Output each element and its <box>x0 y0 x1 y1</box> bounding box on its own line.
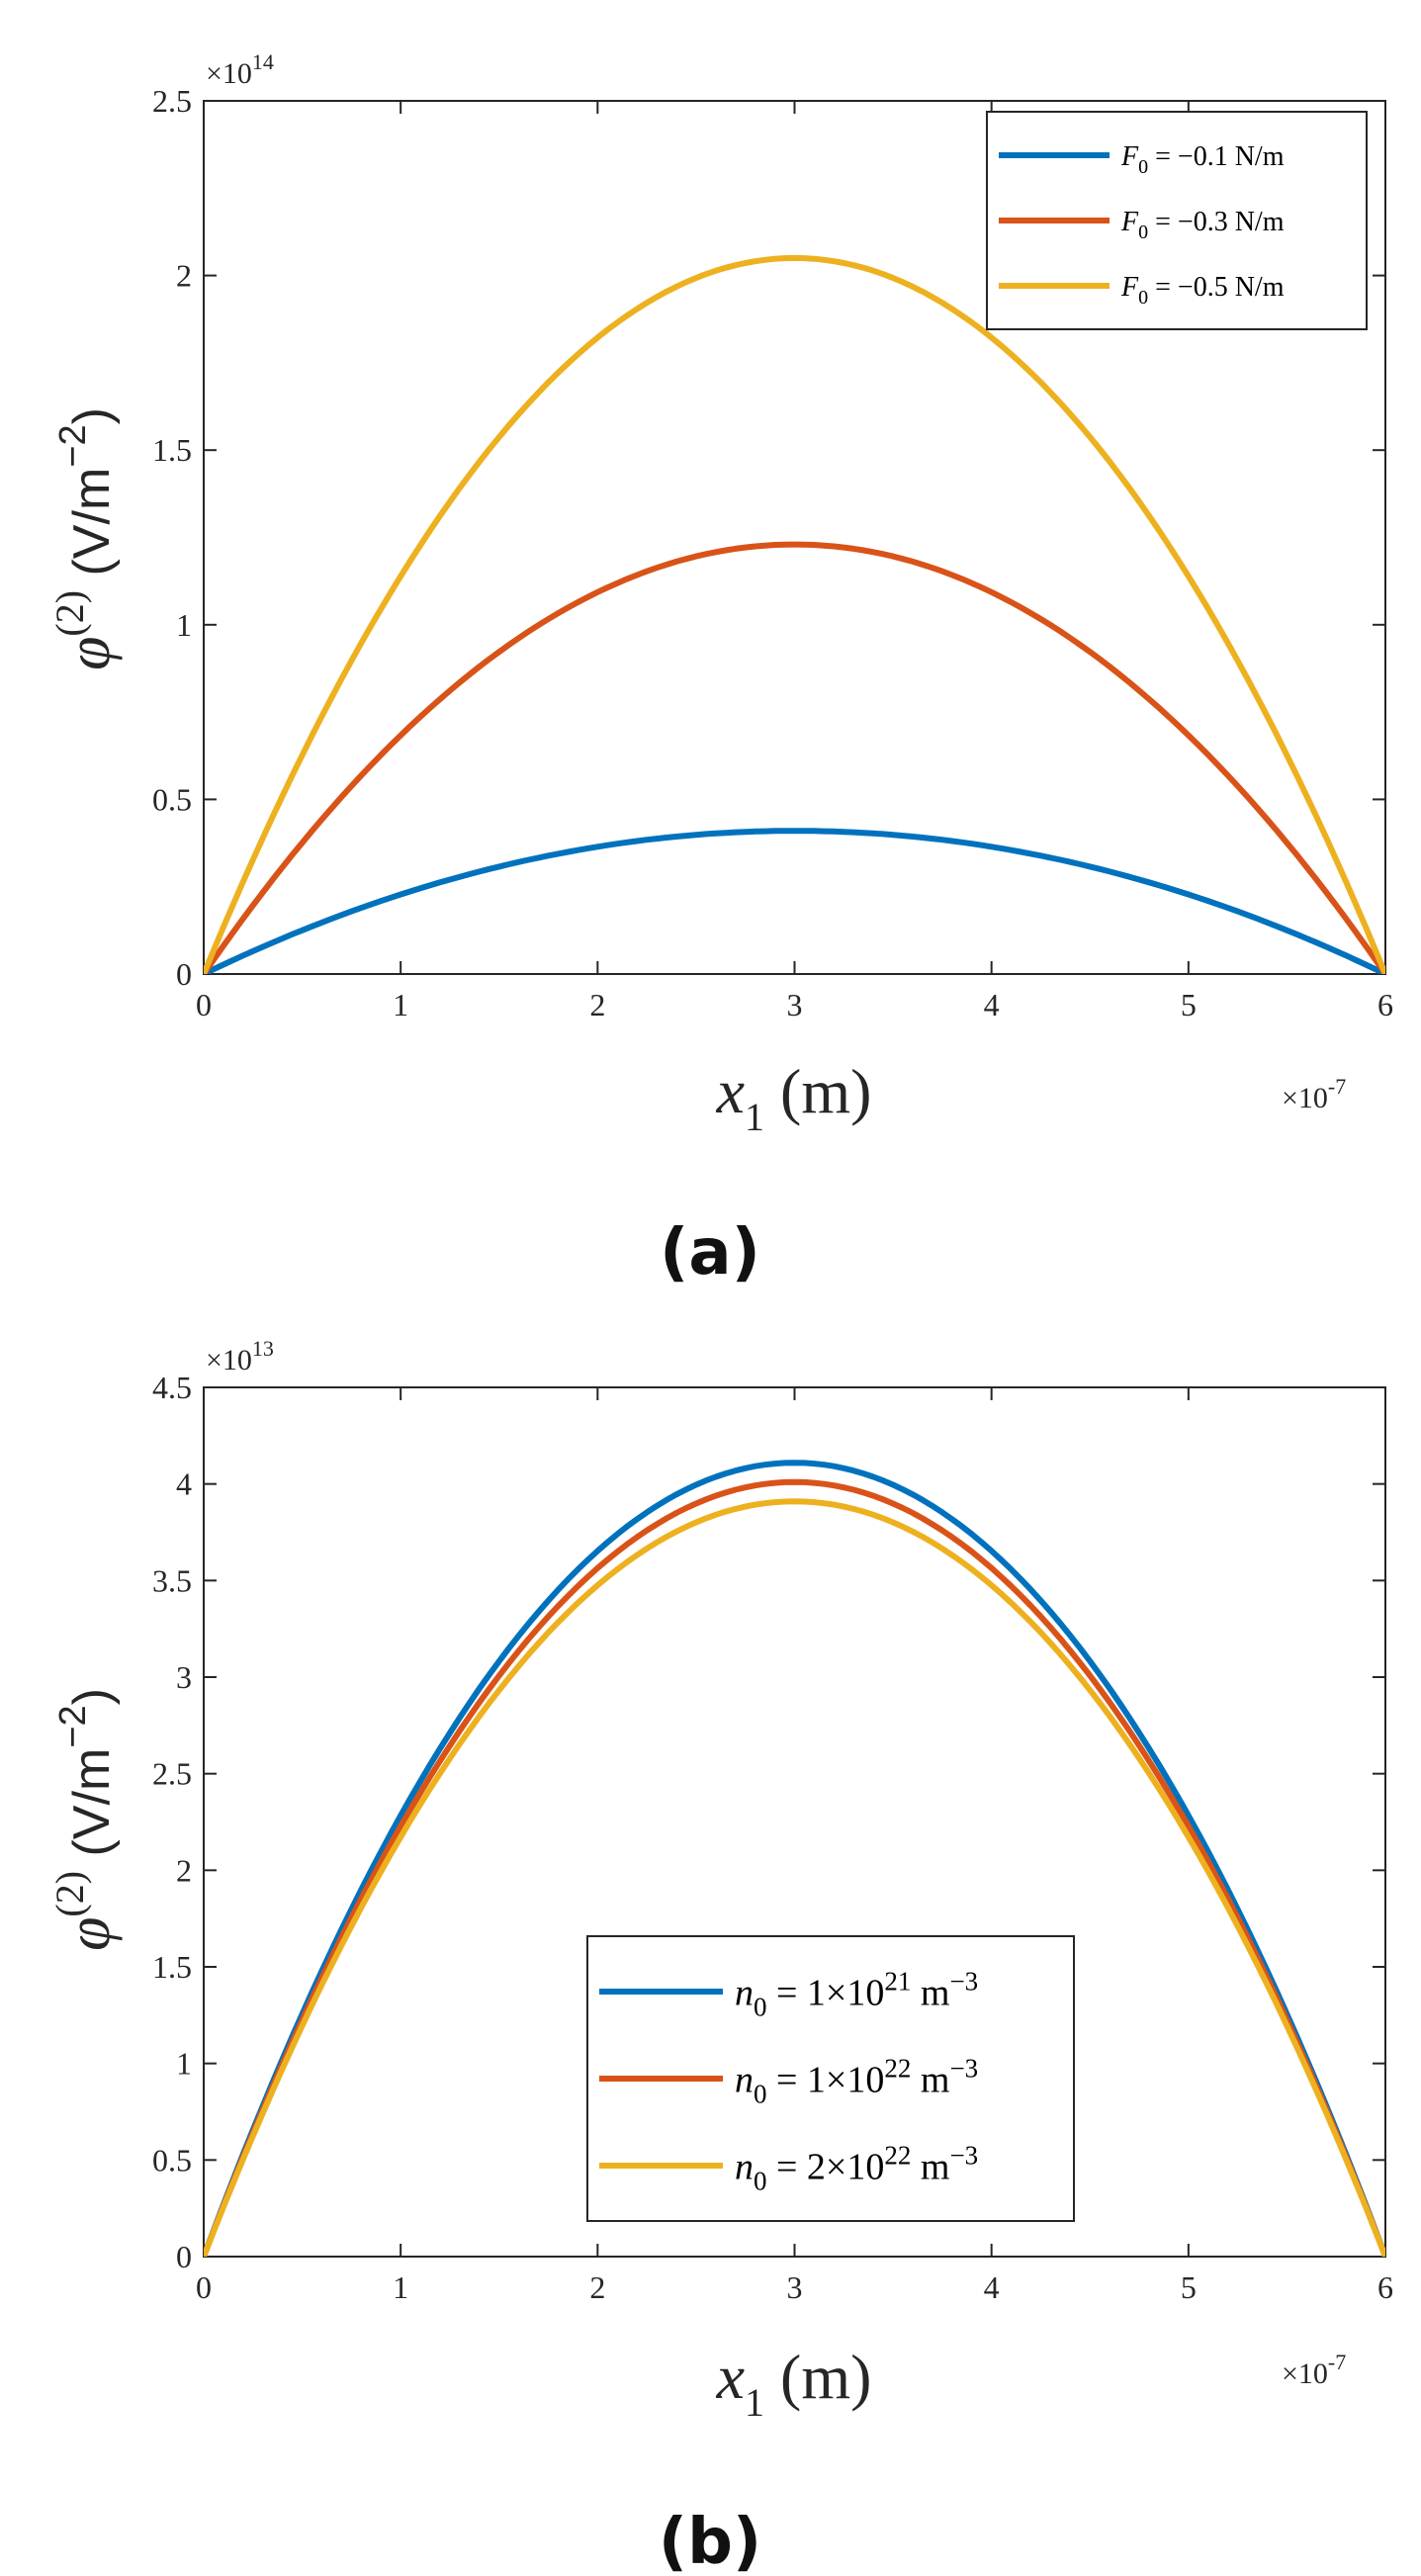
x-exponent-label: ×10-7 <box>1282 1074 1346 1114</box>
legend-entry-label: n0 = 2×1022 m−3 <box>735 2140 978 2195</box>
legend-entry-label: F0 = −0.3 N/m <box>1120 207 1285 243</box>
y-axis-label: φ(2) (V/m−2) <box>47 1688 123 1951</box>
y-tick-label: 1.5 <box>152 432 192 468</box>
x-tick-label: 3 <box>787 987 803 1022</box>
x-tick-label: 4 <box>984 987 1000 1022</box>
x-tick-label: 2 <box>589 987 605 1022</box>
y-tick-label: 0.5 <box>152 2142 192 2177</box>
legend: n0 = 1×1021 m−3 n0 = 1×1022 m−3 n0 = 2×102… <box>586 1935 1075 2222</box>
y-tick-label: 1.5 <box>152 1949 192 1985</box>
y-tick-label: 0 <box>176 956 192 992</box>
y-tick-label: 1 <box>176 607 192 643</box>
x-exponent-label: ×10-7 <box>1282 2350 1346 2390</box>
x-tick-label: 2 <box>589 2269 605 2305</box>
y-tick-label: 3.5 <box>152 1562 192 1598</box>
y-tick-label: 2 <box>176 258 192 294</box>
series-line-2 <box>204 541 1385 974</box>
x-axis-label: x1 (m) <box>716 2342 872 2425</box>
y-tick-label: 0.5 <box>152 781 192 817</box>
series-line-3 <box>204 1498 1385 2257</box>
legend-entry-label: n0 = 1×1021 m−3 <box>735 1966 978 2021</box>
y-tick-label: 3 <box>176 1659 192 1695</box>
y-tick-label: 4.5 <box>152 1370 192 1405</box>
x-tick-label: 5 <box>1181 987 1197 1022</box>
series-line-1 <box>204 1460 1385 2257</box>
x-tick-label: 3 <box>787 2269 803 2305</box>
legend-entry-label: F0 = −0.5 N/m <box>1120 272 1285 309</box>
panel-label: (a) <box>660 1216 760 1289</box>
x-axis-label: x1 (m) <box>716 1056 872 1139</box>
x-tick-label: 4 <box>984 2269 1000 2305</box>
legend: F0 = −0.1 N/m F0 = −0.3 N/m F0 = −0.5 N/m <box>986 111 1368 330</box>
y-tick-label: 2.5 <box>152 1756 192 1792</box>
series-line-1 <box>204 828 1385 974</box>
legend-entry-label: F0 = −0.1 N/m <box>1120 141 1285 178</box>
x-tick-label: 1 <box>393 2269 408 2305</box>
panel-a: 0 1 2 3 4 5 6 0 0.5 1 1.5 2 2.5 ×1014 ×10-7 x1 (m) φ(2) … <box>47 49 1393 1289</box>
x-tick-label: 6 <box>1377 2269 1393 2305</box>
x-tick-label: 0 <box>196 2269 212 2305</box>
series-line-2 <box>204 1478 1385 2257</box>
panel-label: (b) <box>659 2506 761 2576</box>
y-axis-label: φ(2) (V/m−2) <box>47 407 123 670</box>
panel-b: 0 1 2 3 4 5 6 0 0.5 1 1.5 2 2.5 3 3.5 4 4.5 ×1013 ×10-7 x1 … <box>47 1336 1393 2576</box>
x-tick-label: 0 <box>196 987 212 1022</box>
legend-entry-label: n0 = 1×1022 m−3 <box>735 2053 978 2108</box>
y-tick-label: 1 <box>176 2046 192 2082</box>
y-tick-label: 4 <box>176 1466 192 1502</box>
y-exponent-label: ×1013 <box>206 1336 274 1377</box>
x-tick-label: 6 <box>1377 987 1393 1022</box>
y-tick-label: 0 <box>176 2239 192 2274</box>
x-tick-label: 5 <box>1181 2269 1197 2305</box>
y-tick-label: 2 <box>176 1852 192 1888</box>
y-tick-label: 2.5 <box>152 83 192 119</box>
x-tick-label: 1 <box>393 987 408 1022</box>
series-line-3 <box>204 254 1385 974</box>
y-exponent-label: ×1014 <box>206 49 274 90</box>
